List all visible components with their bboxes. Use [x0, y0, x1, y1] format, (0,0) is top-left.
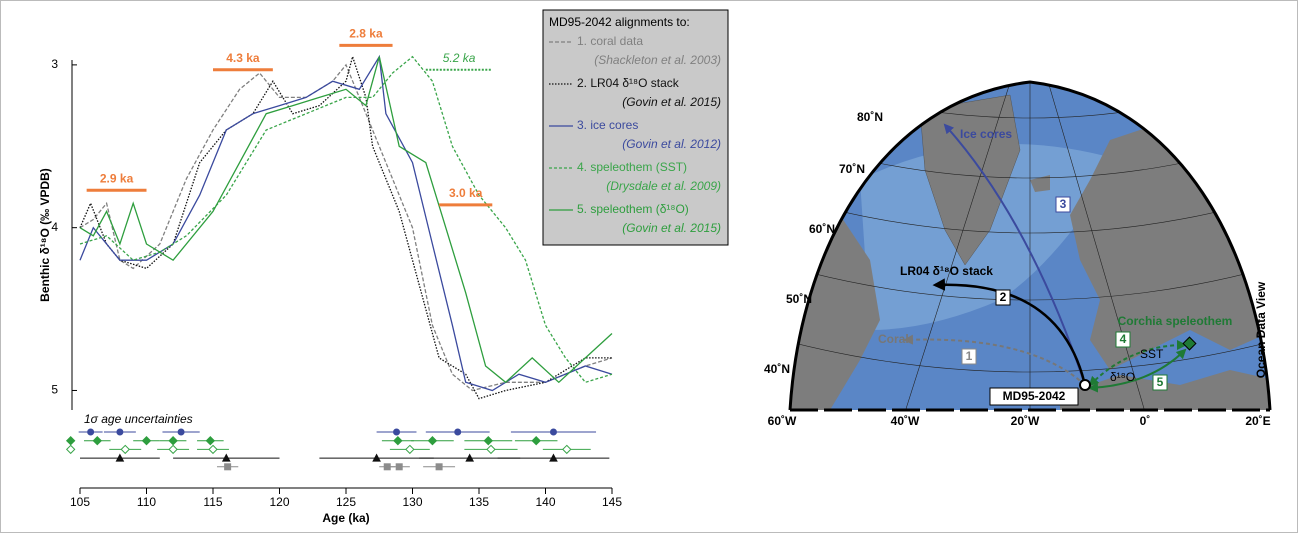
legend-title: MD95-2042 alignments to:	[549, 15, 690, 29]
age-marker	[550, 429, 556, 435]
series-line	[80, 57, 612, 383]
series-line	[80, 57, 612, 391]
age-marker	[484, 437, 492, 445]
arrow-number: 1	[966, 349, 973, 363]
credit: Ocean Data View	[1254, 281, 1268, 378]
lon-label: 20˚E	[1245, 414, 1270, 428]
age-marker	[394, 429, 400, 435]
corchia-label: Corchia speleothem	[1118, 314, 1233, 328]
lr04-label: LR04 δ¹⁸O stack	[900, 264, 993, 278]
arrow-number: 3	[1060, 197, 1067, 211]
age-marker	[117, 429, 123, 435]
uncertainty-label: 1σ age uncertainties	[84, 412, 193, 426]
x-tick-label: 130	[402, 495, 422, 509]
d18o-label: δ¹⁸O	[1110, 370, 1135, 384]
x-tick-label: 140	[535, 495, 555, 509]
legend-label: 1. coral data	[577, 34, 643, 48]
age-marker	[67, 445, 75, 453]
lat-label: 50˚N	[786, 292, 812, 306]
age-marker	[206, 437, 214, 445]
age-marker	[563, 445, 571, 453]
age-marker	[121, 445, 129, 453]
arrow-number: 2	[1000, 290, 1007, 304]
legend-label: 2. LR04 δ¹⁸O stack	[577, 76, 680, 90]
age-marker	[394, 437, 402, 445]
lon-label: 0˚	[1140, 414, 1151, 428]
ice-cores-label: Ice cores	[960, 127, 1012, 141]
y-axis-label: Benthic δ¹⁸O (‰ VPDB)	[38, 168, 52, 302]
age-marker	[396, 464, 402, 470]
page: 80˚N 70˚N 60˚N 50˚N 40˚N 60˚W 40˚W 20˚W …	[0, 0, 1298, 533]
coral-label: Coral	[878, 332, 909, 346]
y-tick-label: 3	[51, 57, 58, 71]
lat-label: 40˚N	[764, 362, 790, 376]
x-axis-label: Age (ka)	[322, 511, 369, 525]
series-line	[80, 57, 612, 399]
legend-label: 3. ice cores	[577, 118, 638, 132]
age-marker	[169, 437, 177, 445]
age-marker	[436, 464, 442, 470]
age-marker	[88, 429, 94, 435]
y-tick-label: 4	[51, 220, 58, 234]
legend-citation: (Shackleton et al. 2003)	[594, 53, 721, 67]
lat-label: 60˚N	[809, 222, 835, 236]
age-marker	[143, 437, 151, 445]
annotation-label: 4.3 ka	[226, 51, 260, 65]
legend-citation: (Govin et al. 2012)	[622, 137, 721, 151]
age-marker	[428, 437, 436, 445]
x-tick-label: 145	[602, 495, 622, 509]
x-tick-label: 120	[269, 495, 289, 509]
figure: 80˚N 70˚N 60˚N 50˚N 40˚N 60˚W 40˚W 20˚W …	[0, 0, 1298, 533]
x-tick-label: 135	[469, 495, 489, 509]
age-marker	[532, 437, 540, 445]
x-tick-label: 125	[336, 495, 356, 509]
annotation-label: 5.2 ka	[443, 51, 476, 65]
site-label: MD95-2042	[1003, 389, 1066, 403]
legend-citation: (Drysdale et al. 2009)	[606, 179, 721, 193]
x-tick-label: 115	[203, 495, 222, 509]
arrow-number: 5	[1157, 375, 1164, 389]
annotation-label: 2.8 ka	[349, 27, 383, 41]
annotation-label: 3.0 ka	[449, 186, 483, 200]
annotation-label: 2.9 ka	[100, 171, 134, 185]
lon-label: 20˚W	[1011, 414, 1040, 428]
series-line	[80, 57, 612, 383]
lat-label: 80˚N	[857, 110, 883, 124]
x-tick-label: 105	[70, 495, 90, 509]
sst-label: SST	[1140, 347, 1164, 361]
x-tick-label: 110	[137, 495, 156, 509]
site-marker	[1080, 380, 1090, 390]
age-marker	[406, 445, 414, 453]
arrow-number: 4	[1120, 332, 1127, 346]
age-marker	[487, 445, 495, 453]
age-marker	[169, 445, 177, 453]
lon-label: 40˚W	[891, 414, 920, 428]
legend-label: 4. speleothem (SST)	[577, 160, 687, 174]
legend-label: 5. speleothem (δ¹⁸O)	[577, 202, 689, 216]
legend-citation: (Govin et al. 2015)	[622, 95, 721, 109]
age-marker	[455, 429, 461, 435]
age-marker	[93, 437, 101, 445]
age-marker	[178, 429, 184, 435]
legend-citation: (Govin et al. 2015)	[622, 221, 721, 235]
series-line	[80, 65, 612, 391]
y-tick-label: 5	[51, 383, 58, 397]
lat-label: 70˚N	[839, 162, 865, 176]
lon-label: 60˚W	[768, 414, 797, 428]
age-marker	[209, 445, 217, 453]
age-marker	[67, 437, 75, 445]
age-marker	[225, 464, 231, 470]
